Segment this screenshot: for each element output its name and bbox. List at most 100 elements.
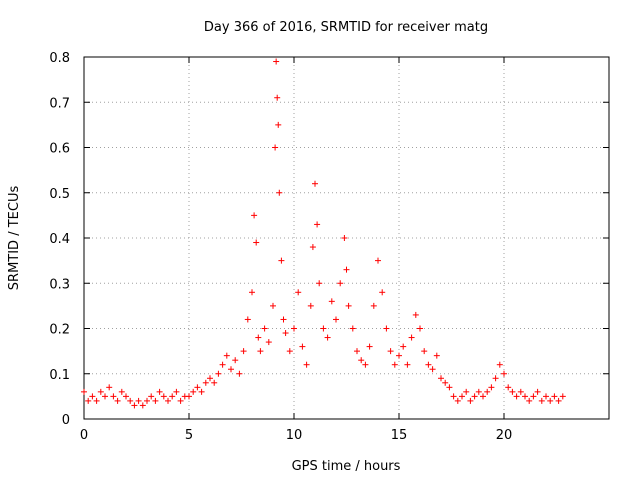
data-point — [328, 298, 335, 305]
data-point — [383, 325, 390, 332]
data-point — [312, 180, 318, 187]
data-point — [89, 393, 96, 400]
data-point — [190, 388, 197, 395]
x-axis-label: GPS time / hours — [292, 459, 401, 474]
data-point — [343, 266, 350, 273]
data-point — [228, 366, 234, 373]
data-point — [85, 397, 92, 404]
data-point — [555, 397, 562, 404]
data-point — [547, 397, 554, 404]
data-point — [102, 393, 108, 400]
data-point — [454, 397, 461, 404]
data-point — [517, 388, 524, 395]
data-point — [286, 348, 293, 355]
data-point — [484, 388, 491, 395]
data-point — [471, 393, 478, 400]
data-point — [425, 361, 432, 368]
data-point — [118, 388, 125, 395]
data-point — [135, 397, 142, 404]
data-point — [240, 348, 247, 355]
data-point — [272, 144, 279, 151]
data-point — [282, 330, 289, 337]
data-point — [186, 393, 192, 400]
data-point — [299, 343, 306, 350]
data-point — [379, 289, 386, 296]
data-point — [253, 239, 260, 246]
data-point — [404, 361, 411, 368]
data-point — [387, 348, 394, 355]
x-tick-label: 0 — [80, 428, 88, 443]
data-point — [202, 379, 209, 386]
data-point — [232, 357, 239, 364]
data-point — [307, 302, 314, 309]
data-point — [123, 393, 129, 400]
y-tick-label: 0.5 — [49, 187, 70, 202]
data-point — [433, 352, 440, 359]
x-tick-label: 5 — [185, 428, 193, 443]
data-point — [177, 397, 184, 404]
data-point — [165, 397, 171, 404]
data-point — [198, 388, 205, 395]
data-point — [530, 393, 537, 400]
data-point — [276, 189, 283, 196]
data-point — [257, 348, 264, 355]
y-tick-label: 0.3 — [49, 277, 70, 292]
data-point — [559, 393, 566, 400]
data-point — [492, 375, 499, 382]
axis-ticks: 0 5 10 15 20 0 0.1 0.2 0.3 0.4 0.5 0.6 0.7 0.8 — [49, 51, 609, 443]
grid — [84, 57, 609, 419]
data-point — [333, 316, 339, 323]
y-axis-label: SRMTID / TECUs — [7, 186, 22, 291]
data-point — [522, 393, 528, 400]
data-point — [316, 280, 323, 287]
data-point — [488, 384, 495, 391]
y-tick-label: 0.6 — [49, 142, 70, 157]
data-point — [362, 361, 369, 368]
data-point — [236, 370, 243, 377]
data-point — [93, 397, 100, 404]
data-point — [467, 397, 474, 404]
data-point — [429, 366, 436, 373]
data-point — [412, 311, 419, 318]
data-point — [223, 352, 230, 359]
data-point — [370, 302, 377, 309]
data-point — [309, 244, 316, 251]
data-point — [366, 343, 373, 350]
data-point — [349, 325, 356, 332]
data-point — [337, 280, 344, 287]
data-point — [265, 339, 272, 346]
data-point — [543, 393, 549, 400]
data-point — [505, 384, 512, 391]
data-point — [345, 302, 352, 309]
data-point — [127, 397, 134, 404]
data-point — [375, 257, 381, 264]
data-point — [261, 325, 268, 332]
x-tick-label: 15 — [391, 428, 408, 443]
y-tick-label: 0.2 — [49, 323, 70, 338]
data-point — [81, 388, 87, 395]
data-point — [97, 388, 104, 395]
data-point — [110, 393, 117, 400]
data-point — [421, 348, 428, 355]
data-point — [358, 357, 365, 364]
data-point — [173, 388, 180, 395]
data-point — [463, 388, 470, 395]
data-point — [314, 221, 321, 228]
data-point — [442, 379, 449, 386]
data-point — [400, 343, 407, 350]
data-point — [251, 212, 258, 219]
data-point — [280, 316, 287, 323]
data-point — [354, 348, 360, 355]
y-tick-label: 0 — [62, 413, 70, 428]
data-point — [417, 325, 423, 332]
data-point — [144, 397, 150, 404]
data-point — [501, 370, 507, 377]
data-point — [160, 393, 167, 400]
data-point — [295, 289, 302, 296]
data-point — [139, 402, 146, 409]
data-point — [131, 402, 138, 409]
data-point — [459, 393, 465, 400]
data-point — [538, 397, 545, 404]
data-point — [270, 302, 276, 309]
data-point — [320, 325, 327, 332]
